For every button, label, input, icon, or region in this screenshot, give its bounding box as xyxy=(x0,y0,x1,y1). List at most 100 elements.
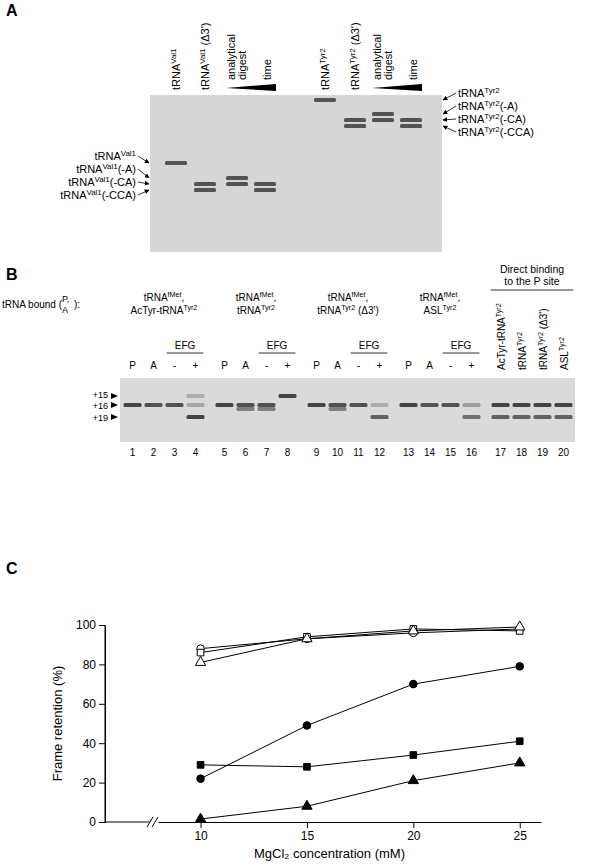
tick: 40 xyxy=(83,737,105,751)
data-point xyxy=(195,813,205,822)
group-label-part: , xyxy=(182,292,185,303)
gel-band xyxy=(329,407,347,411)
lane-label-part: Tyr2 xyxy=(348,48,357,63)
band-marker-label: tRNAVal1 xyxy=(94,149,136,162)
band-marker-label-part: tRNA xyxy=(458,113,485,125)
lane-label: - xyxy=(449,360,452,371)
group-label-part: ASL xyxy=(424,305,443,316)
band-marker-label-part: (-CA) xyxy=(500,113,526,125)
lane-label-part: Val1 xyxy=(169,48,178,64)
gel-band xyxy=(124,403,142,407)
tick-mark xyxy=(520,822,521,828)
data-point xyxy=(515,757,525,766)
series-line xyxy=(201,763,520,819)
band-marker-label-part: tRNA xyxy=(458,100,485,112)
axis-stub xyxy=(105,822,149,823)
group-label-part: fMet xyxy=(260,290,274,299)
series-line xyxy=(201,629,520,653)
efg-rule xyxy=(351,353,388,354)
band-marker-label-part: tRNA xyxy=(60,189,87,201)
gel-band xyxy=(165,161,187,165)
x-axis: 10152025 xyxy=(159,822,542,843)
figure: AtRNAVal1tRNAVal1 (Δ3')tRNATyr2tRNATyr2 … xyxy=(0,0,610,866)
tick-mark xyxy=(413,822,414,828)
lane-label: A xyxy=(334,360,341,371)
lane-label-part: tRNA xyxy=(319,63,331,90)
band-marker-label: tRNATyr2 xyxy=(458,86,500,99)
tick-mark xyxy=(201,822,202,828)
lane-label: + xyxy=(377,360,383,371)
gel-band xyxy=(372,118,394,122)
gel-band xyxy=(463,403,481,407)
series-line xyxy=(201,627,520,662)
band-marker-label-part: tRNA xyxy=(76,163,103,175)
data-point xyxy=(197,775,205,783)
lane-number: 15 xyxy=(445,447,457,458)
band-marker-label: +16 xyxy=(93,401,108,411)
tick-mark xyxy=(99,664,105,665)
group-label: tRNAfMet, xyxy=(144,290,185,303)
lane-label-part: Tyr2 xyxy=(494,303,503,317)
band-marker-label-part: Val1 xyxy=(121,149,137,158)
tick: 60 xyxy=(83,697,105,711)
group-label-part: tRNA xyxy=(317,305,341,316)
gel-band xyxy=(254,182,276,186)
lane-label-part: tRNA xyxy=(349,63,361,90)
lane-label-part: (Δ3') xyxy=(538,309,549,333)
lane-number: 17 xyxy=(495,447,507,458)
lane-number: 9 xyxy=(314,447,320,458)
lane-number: 16 xyxy=(466,447,478,458)
gel-band xyxy=(513,403,531,407)
panel-b: BtRNA bound (P,A):tRNAfMet,AcTyr-tRNATyr… xyxy=(2,263,575,458)
lane-label: A xyxy=(426,360,433,371)
gel-band xyxy=(237,403,255,407)
figure-svg: AtRNAVal1tRNAVal1 (Δ3')tRNATyr2tRNATyr2 … xyxy=(0,0,610,866)
tick-label: 20 xyxy=(83,776,97,790)
band-marker-label-part: tRNA xyxy=(68,176,95,188)
gel-band xyxy=(492,403,510,407)
tick-mark xyxy=(307,822,308,828)
lane-label: - xyxy=(357,360,360,371)
group-label: tRNATyr2 (Δ3') xyxy=(317,303,378,316)
lane-label-part: tRNA xyxy=(517,346,528,370)
axis-line xyxy=(105,625,106,822)
row-title: ): xyxy=(74,299,80,310)
gel-band xyxy=(258,403,276,407)
time-wedge xyxy=(226,84,276,91)
group-label-part: , xyxy=(458,292,461,303)
band-marker-label-part: tRNA xyxy=(458,126,485,138)
lane-label-part: (Δ3') xyxy=(199,23,211,49)
gel-band xyxy=(145,403,163,407)
gel-band xyxy=(194,182,216,186)
data-point xyxy=(516,663,524,671)
lane-number: 10 xyxy=(332,447,344,458)
tick: 10 xyxy=(194,822,208,843)
group-label-part: (Δ3') xyxy=(355,305,379,316)
gel-band xyxy=(187,415,205,419)
band-arrow xyxy=(443,119,456,120)
group-label-part: AcTyr-tRNA xyxy=(131,305,184,316)
data-point xyxy=(195,656,205,665)
gel-band xyxy=(216,403,234,407)
lane-label: ASLTyr2 xyxy=(557,337,570,370)
band-marker-label-part: Val1 xyxy=(87,188,103,197)
gel-band xyxy=(314,98,336,102)
band-marker-label-part: Tyr2 xyxy=(484,112,499,121)
gel-band xyxy=(344,118,366,122)
gel-band xyxy=(187,403,205,407)
tick-label: 40 xyxy=(83,737,97,751)
lane-label-part: Tyr2 xyxy=(318,48,327,63)
band-marker-label-part: Val1 xyxy=(94,175,110,184)
tick: 20 xyxy=(407,822,421,843)
gel-band xyxy=(421,403,439,407)
tick-label: 80 xyxy=(83,658,97,672)
band-marker-label-part: tRNA xyxy=(458,87,485,99)
lane-label-part: tRNA xyxy=(538,346,549,370)
gel-band xyxy=(400,124,422,128)
band-arrow xyxy=(443,106,456,114)
data-point xyxy=(410,680,418,688)
lane-number: 12 xyxy=(374,447,386,458)
lane-label-part: ASL xyxy=(559,351,570,370)
gel-band xyxy=(350,403,368,407)
group-label-part: tRNA xyxy=(236,292,260,303)
